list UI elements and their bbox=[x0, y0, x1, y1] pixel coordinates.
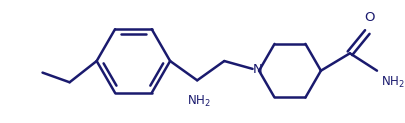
Text: O: O bbox=[363, 11, 373, 24]
Text: N: N bbox=[253, 63, 262, 76]
Text: NH$_2$: NH$_2$ bbox=[187, 94, 211, 109]
Text: NH$_2$: NH$_2$ bbox=[380, 75, 404, 90]
